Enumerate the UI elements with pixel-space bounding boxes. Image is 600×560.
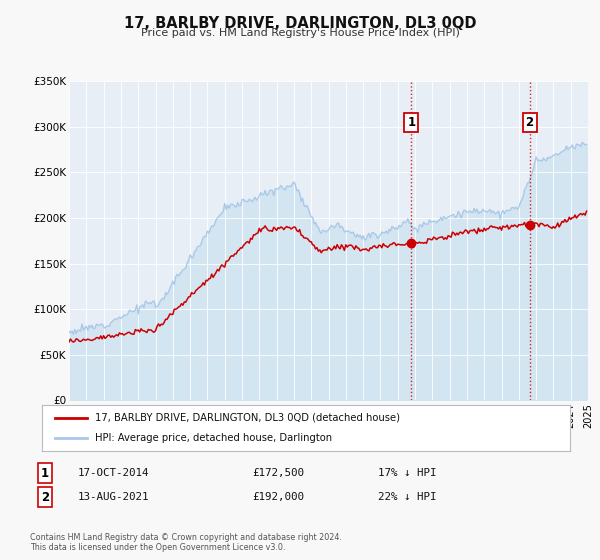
Text: 22% ↓ HPI: 22% ↓ HPI (378, 492, 437, 502)
Text: 17, BARLBY DRIVE, DARLINGTON, DL3 0QD: 17, BARLBY DRIVE, DARLINGTON, DL3 0QD (124, 16, 476, 31)
Text: 2: 2 (526, 116, 533, 129)
Text: £192,000: £192,000 (252, 492, 304, 502)
Text: 17-OCT-2014: 17-OCT-2014 (78, 468, 149, 478)
Text: Contains HM Land Registry data © Crown copyright and database right 2024.: Contains HM Land Registry data © Crown c… (30, 533, 342, 542)
Text: Price paid vs. HM Land Registry's House Price Index (HPI): Price paid vs. HM Land Registry's House … (140, 28, 460, 38)
Text: 17, BARLBY DRIVE, DARLINGTON, DL3 0QD (detached house): 17, BARLBY DRIVE, DARLINGTON, DL3 0QD (d… (95, 413, 400, 423)
Text: 17% ↓ HPI: 17% ↓ HPI (378, 468, 437, 478)
Text: £172,500: £172,500 (252, 468, 304, 478)
Text: 2: 2 (41, 491, 49, 504)
Text: 1: 1 (41, 466, 49, 480)
Text: HPI: Average price, detached house, Darlington: HPI: Average price, detached house, Darl… (95, 433, 332, 443)
Text: This data is licensed under the Open Government Licence v3.0.: This data is licensed under the Open Gov… (30, 543, 286, 552)
Text: 1: 1 (407, 116, 415, 129)
Text: 13-AUG-2021: 13-AUG-2021 (78, 492, 149, 502)
